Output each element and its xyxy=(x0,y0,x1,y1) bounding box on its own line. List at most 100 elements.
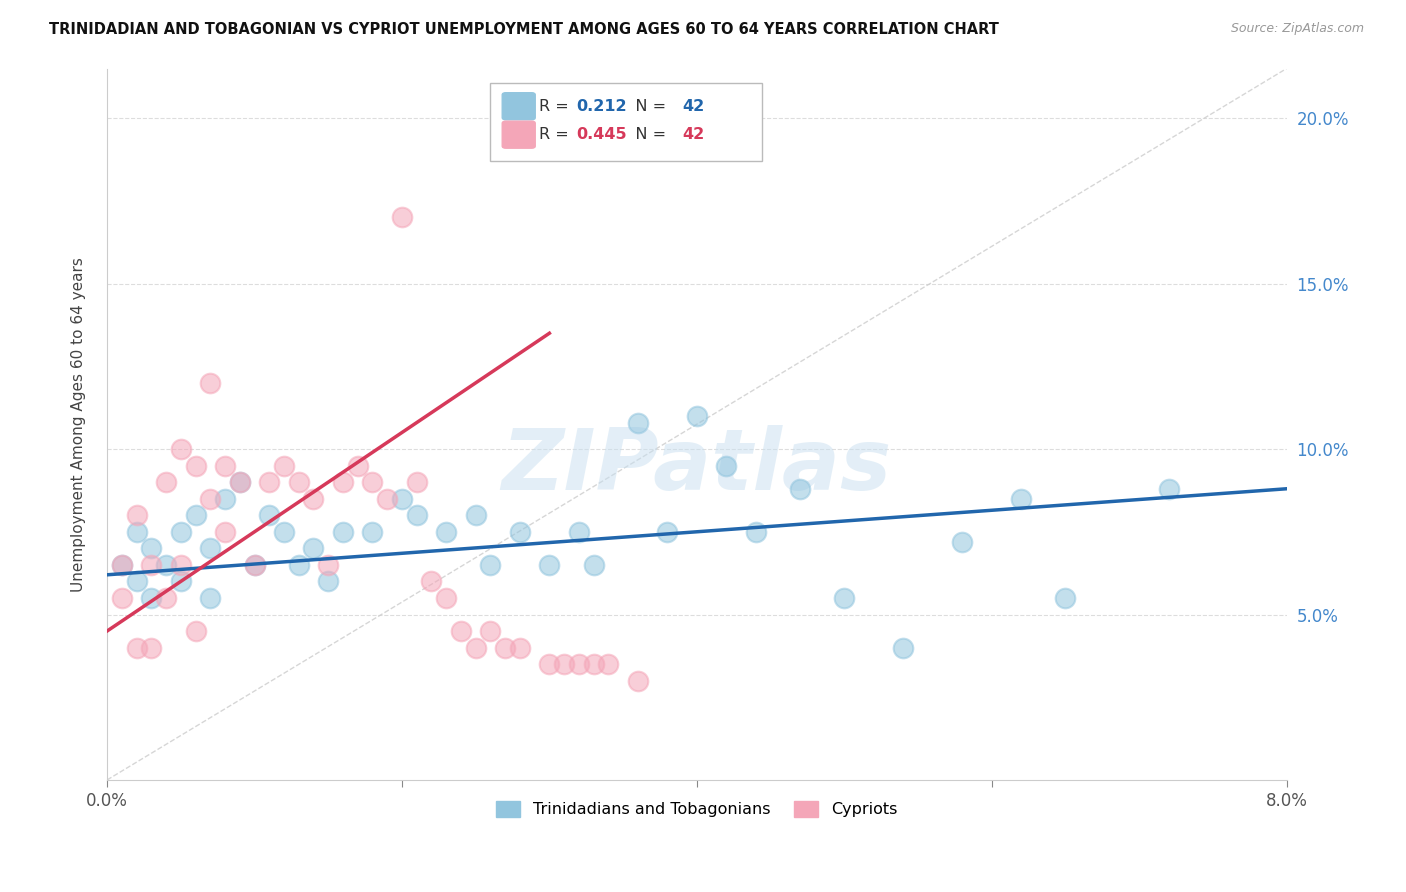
Point xyxy=(184,624,207,638)
Point xyxy=(538,558,561,572)
Point xyxy=(170,558,193,572)
Point xyxy=(789,482,811,496)
FancyBboxPatch shape xyxy=(502,121,536,148)
Text: 42: 42 xyxy=(683,128,704,142)
Point xyxy=(346,458,368,473)
Point xyxy=(627,673,650,688)
Text: 42: 42 xyxy=(683,99,704,113)
Text: TRINIDADIAN AND TOBAGONIAN VS CYPRIOT UNEMPLOYMENT AMONG AGES 60 TO 64 YEARS COR: TRINIDADIAN AND TOBAGONIAN VS CYPRIOT UN… xyxy=(49,22,1000,37)
Point xyxy=(1054,591,1077,605)
Point xyxy=(214,524,236,539)
Text: R =: R = xyxy=(538,128,574,142)
Point xyxy=(479,558,502,572)
Point xyxy=(155,591,177,605)
Point xyxy=(361,524,384,539)
Point xyxy=(243,558,266,572)
Point xyxy=(657,524,679,539)
Point xyxy=(111,558,134,572)
Point xyxy=(582,657,605,672)
Point xyxy=(200,591,222,605)
Point xyxy=(111,591,134,605)
Point xyxy=(375,491,398,506)
Point xyxy=(494,640,516,655)
Point xyxy=(434,591,457,605)
Text: ZIPatlas: ZIPatlas xyxy=(502,425,891,508)
Point xyxy=(568,657,591,672)
Point xyxy=(464,640,486,655)
Point xyxy=(832,591,855,605)
Point xyxy=(200,376,222,390)
Point xyxy=(184,458,207,473)
Point xyxy=(686,409,709,423)
Point xyxy=(479,624,502,638)
Point xyxy=(200,491,222,506)
Point xyxy=(273,524,295,539)
Point xyxy=(950,534,973,549)
Point xyxy=(1157,482,1180,496)
Text: Source: ZipAtlas.com: Source: ZipAtlas.com xyxy=(1230,22,1364,36)
Point xyxy=(405,475,427,490)
FancyBboxPatch shape xyxy=(491,83,762,161)
Point xyxy=(450,624,472,638)
Point xyxy=(1010,491,1032,506)
Point xyxy=(125,574,148,589)
Point xyxy=(302,541,325,556)
Point xyxy=(200,541,222,556)
Point xyxy=(553,657,575,672)
Point xyxy=(509,524,531,539)
Point xyxy=(627,416,650,430)
Point xyxy=(434,524,457,539)
Point xyxy=(214,491,236,506)
Point xyxy=(141,558,163,572)
Point xyxy=(302,491,325,506)
FancyBboxPatch shape xyxy=(502,93,536,120)
Point xyxy=(568,524,591,539)
Point xyxy=(391,491,413,506)
Point xyxy=(141,640,163,655)
Point xyxy=(420,574,443,589)
Text: N =: N = xyxy=(620,128,672,142)
Y-axis label: Unemployment Among Ages 60 to 64 years: Unemployment Among Ages 60 to 64 years xyxy=(72,257,86,591)
Point xyxy=(184,508,207,523)
Point xyxy=(111,558,134,572)
Point xyxy=(538,657,561,672)
Text: 0.212: 0.212 xyxy=(576,99,627,113)
Point xyxy=(155,475,177,490)
Point xyxy=(716,458,738,473)
Point xyxy=(214,458,236,473)
Point xyxy=(464,508,486,523)
Point xyxy=(125,508,148,523)
Point xyxy=(509,640,531,655)
Point xyxy=(243,558,266,572)
Point xyxy=(598,657,620,672)
Point xyxy=(155,558,177,572)
Point xyxy=(332,524,354,539)
Text: R =: R = xyxy=(538,99,574,113)
Point xyxy=(229,475,252,490)
Point xyxy=(259,508,281,523)
Point xyxy=(582,558,605,572)
Point xyxy=(316,558,339,572)
Point xyxy=(273,458,295,473)
Point xyxy=(391,211,413,225)
Point xyxy=(170,574,193,589)
Point xyxy=(745,524,768,539)
Point xyxy=(141,541,163,556)
Point xyxy=(125,640,148,655)
Text: N =: N = xyxy=(620,99,672,113)
Point xyxy=(125,524,148,539)
Point xyxy=(287,475,309,490)
Point xyxy=(170,524,193,539)
Text: 0.445: 0.445 xyxy=(576,128,627,142)
Point xyxy=(332,475,354,490)
Point xyxy=(891,640,914,655)
Point xyxy=(361,475,384,490)
Point xyxy=(259,475,281,490)
Point xyxy=(287,558,309,572)
Legend: Trinidadians and Tobagonians, Cypriots: Trinidadians and Tobagonians, Cypriots xyxy=(488,793,905,825)
Point xyxy=(405,508,427,523)
Point xyxy=(170,442,193,456)
Point xyxy=(316,574,339,589)
Point xyxy=(229,475,252,490)
Point xyxy=(141,591,163,605)
